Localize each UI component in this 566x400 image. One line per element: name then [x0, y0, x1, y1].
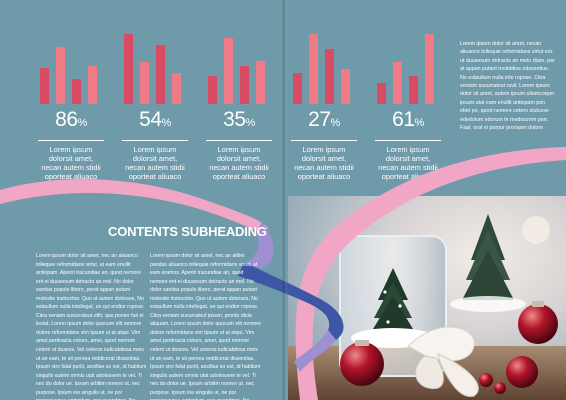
stat-bars: [291, 28, 357, 104]
stat-unit: %: [414, 117, 425, 129]
stat-value: 27: [308, 108, 331, 131]
stat-caption: Lorem ipsum dolorsit amet, necan autem s…: [125, 145, 185, 181]
stat-block-4: 27% Lorem ipsum dolorsit amet, necan aut…: [291, 28, 357, 181]
stat-caption: Lorem ipsum dolorsit amet, necan autem s…: [209, 145, 269, 181]
stat-unit: %: [245, 117, 256, 129]
body-column-left: Lorem ipsum dolor sit amet, nec an aliua…: [36, 253, 147, 400]
stat-caption: Lorem ipsum dolorsit amet, necan autem s…: [41, 145, 101, 181]
stat-unit: %: [330, 117, 341, 129]
stat-percentage: 54%: [122, 108, 188, 135]
sidebar-text: Lorem ipsum dolor sit amet, necan aliuan…: [460, 41, 555, 132]
stat-block-2: 54% Lorem ipsum dolorsit amet, necan aut…: [122, 28, 188, 181]
stat-bar: [140, 62, 149, 104]
stat-bar: [40, 67, 49, 104]
stat-value: 35: [223, 108, 246, 131]
stat-value: 61: [392, 108, 415, 131]
page-gutter: [282, 0, 288, 400]
stat-divider: [375, 140, 441, 141]
stat-bar: [325, 49, 334, 104]
stat-bars: [206, 28, 272, 104]
photo-illustration: [288, 214, 566, 400]
stat-block-3: 35% Lorem ipsum dolorsit amet, necan aut…: [206, 28, 272, 181]
stat-percentage: 86%: [38, 108, 104, 135]
stat-bar: [72, 78, 81, 104]
stat-bars: [122, 28, 188, 104]
stat-bar: [393, 62, 402, 104]
stat-bar: [309, 34, 318, 104]
contents-subheading: CONTENTS SUBHEADING: [108, 224, 267, 239]
stat-bar: [156, 44, 165, 104]
stat-bar: [172, 72, 181, 104]
stat-percentage: 35%: [206, 108, 272, 135]
stat-bars: [38, 28, 104, 104]
stat-bar: [256, 60, 265, 104]
stat-percentage: 27%: [291, 108, 357, 135]
stat-bar: [377, 83, 386, 104]
body-column-right: Lorem ipsum dolor sit amet, nec an aliti…: [150, 253, 262, 400]
stat-percentage: 61%: [375, 108, 441, 135]
stat-unit: %: [161, 117, 172, 129]
stat-divider: [38, 140, 104, 141]
stat-bar: [88, 65, 97, 104]
stat-bars: [375, 28, 441, 104]
stat-bar: [341, 69, 350, 104]
stat-bar: [293, 72, 302, 104]
stat-bar: [124, 34, 133, 104]
stat-bar: [224, 37, 233, 104]
stat-block-5: 61% Lorem ipsum dolorsit amet, necan aut…: [375, 28, 441, 181]
stat-bar: [240, 65, 249, 104]
stat-bar: [425, 34, 434, 104]
stat-value: 54: [139, 108, 162, 131]
stat-bar: [409, 76, 418, 104]
stat-divider: [206, 140, 272, 141]
stat-unit: %: [77, 117, 88, 129]
stat-divider: [291, 140, 357, 141]
stat-caption: Lorem ipsum dolorsit amet, necan autem s…: [378, 145, 438, 181]
stat-value: 86: [55, 108, 78, 131]
stat-bar: [56, 46, 65, 104]
stat-caption: Lorem ipsum dolorsit amet, necan autem s…: [294, 145, 354, 181]
background-tree: [450, 214, 526, 312]
stat-block-1: 86% Lorem ipsum dolorsit amet, necan aut…: [38, 28, 104, 181]
red-ornaments: [340, 301, 558, 394]
stat-divider: [122, 140, 188, 141]
white-bow: [407, 326, 479, 397]
stat-bar: [208, 76, 217, 104]
